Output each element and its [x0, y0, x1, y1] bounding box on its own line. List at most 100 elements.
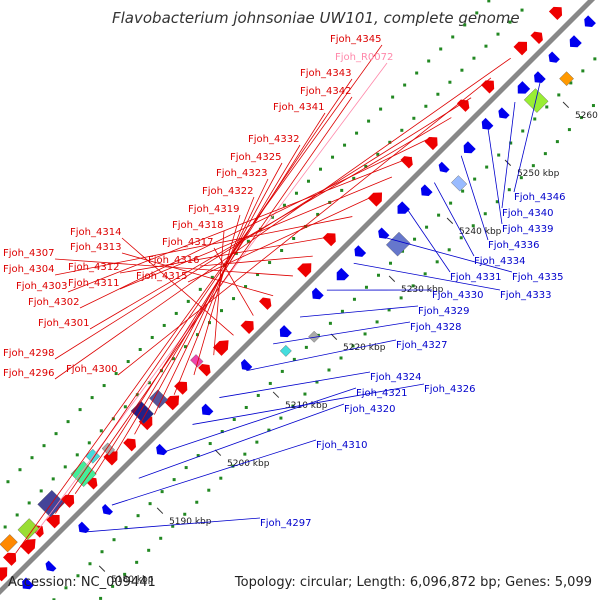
gene-arrow[interactable]: [354, 245, 367, 257]
gene-arrow[interactable]: [297, 263, 312, 278]
gene-block[interactable]: [0, 534, 18, 553]
gene-arrow[interactable]: [481, 80, 495, 94]
gene-arrow[interactable]: [463, 141, 476, 154]
gene-arrow[interactable]: [312, 287, 324, 300]
gene-block[interactable]: [451, 175, 468, 192]
right-gene-label[interactable]: Fjoh_4310: [316, 440, 367, 451]
gene-arrow[interactable]: [156, 443, 168, 456]
left-gene-label[interactable]: Fjoh_4311: [68, 278, 119, 289]
left-gene-label[interactable]: Fjoh_4325: [230, 152, 281, 163]
gene-arrow[interactable]: [240, 320, 254, 334]
gene-features[interactable]: [0, 6, 596, 590]
gene-arrow[interactable]: [584, 15, 596, 28]
gene-arrow[interactable]: [534, 71, 546, 83]
right-gene-label[interactable]: Fjoh_4321: [356, 388, 407, 399]
gene-arrow[interactable]: [213, 340, 229, 356]
right-gene-label[interactable]: Fjoh_4333: [500, 290, 551, 301]
gene-arrow[interactable]: [378, 227, 390, 239]
gene-block[interactable]: [279, 344, 292, 357]
gene-block[interactable]: [559, 71, 574, 87]
left-gene-label[interactable]: Fjoh_4341: [273, 102, 324, 113]
gene-block[interactable]: [149, 389, 169, 409]
gene-arrow[interactable]: [258, 297, 272, 310]
gene-arrow[interactable]: [498, 107, 510, 119]
gene-arrow[interactable]: [45, 560, 57, 572]
left-gene-label[interactable]: Fjoh_4302: [28, 297, 79, 308]
left-gene-label[interactable]: Fjoh_4307: [3, 248, 54, 259]
left-gene-label[interactable]: Fjoh_4342: [300, 86, 351, 97]
right-gene-label[interactable]: Fjoh_4326: [424, 384, 475, 395]
gene-arrow[interactable]: [336, 267, 350, 281]
gene-arrow[interactable]: [22, 577, 34, 590]
gene-arrow[interactable]: [240, 359, 253, 371]
right-gene-label[interactable]: Fjoh_4339: [502, 224, 553, 235]
left-gene-label[interactable]: Fjoh_4303: [16, 281, 67, 292]
gene-arrow[interactable]: [279, 325, 292, 338]
left-gene-label[interactable]: Fjoh_4304: [3, 264, 54, 275]
left-gene-label[interactable]: Fjoh_4345: [330, 34, 381, 45]
gene-arrow[interactable]: [61, 494, 75, 508]
right-gene-label[interactable]: Fjoh_4324: [370, 372, 421, 383]
right-gene-label[interactable]: Fjoh_4334: [474, 256, 525, 267]
gene-block[interactable]: [385, 231, 411, 257]
gene-arrow[interactable]: [517, 81, 531, 94]
gene-arrow[interactable]: [198, 363, 211, 377]
gene-block[interactable]: [190, 354, 204, 368]
gene-arrow[interactable]: [400, 156, 413, 169]
left-gene-label[interactable]: Fjoh_4316: [148, 255, 199, 266]
right-gene-label[interactable]: Fjoh_4340: [502, 208, 553, 219]
left-gene-label[interactable]: Fjoh_4312: [68, 262, 119, 273]
gene-arrow[interactable]: [201, 403, 214, 416]
left-gene-label[interactable]: Fjoh_4300: [66, 364, 117, 375]
left-gene-label[interactable]: Fjoh_4313: [70, 242, 121, 253]
gene-arrow[interactable]: [438, 161, 450, 173]
gene-arrow[interactable]: [123, 438, 136, 452]
right-gene-label[interactable]: Fjoh_4346: [514, 192, 565, 203]
gene-block[interactable]: [17, 518, 40, 540]
gene-arrow[interactable]: [367, 192, 383, 207]
right-gene-label[interactable]: Fjoh_4297: [260, 518, 311, 529]
left-gene-label[interactable]: Fjoh_4322: [202, 186, 253, 197]
gene-arrow[interactable]: [3, 552, 17, 566]
gene-arrow[interactable]: [78, 521, 90, 533]
gene-arrow[interactable]: [420, 184, 433, 197]
left-gene-label[interactable]: Fjoh_4323: [216, 168, 267, 179]
gene-arrow[interactable]: [322, 233, 336, 247]
gene-arrow[interactable]: [548, 6, 563, 20]
gene-arrow[interactable]: [424, 136, 438, 151]
gene-arrow[interactable]: [548, 51, 560, 63]
gene-arrow[interactable]: [569, 35, 582, 48]
left-gene-label[interactable]: Fjoh_4314: [70, 227, 121, 238]
right-gene-label[interactable]: Fjoh_4327: [396, 340, 447, 351]
gene-arrow[interactable]: [0, 567, 8, 582]
left-gene-label[interactable]: Fjoh_4296: [3, 368, 54, 379]
gene-arrow[interactable]: [481, 117, 494, 130]
right-gene-label[interactable]: Fjoh_4331: [450, 272, 501, 283]
gene-block[interactable]: [101, 442, 116, 456]
gene-arrow[interactable]: [530, 31, 543, 45]
gene-arrow[interactable]: [46, 514, 60, 529]
gene-arrow[interactable]: [397, 201, 410, 214]
left-gene-label[interactable]: Fjoh_4343: [300, 68, 351, 79]
gene-arrow[interactable]: [19, 538, 36, 555]
gene-arrow[interactable]: [174, 381, 188, 395]
right-gene-label[interactable]: Fjoh_4330: [432, 290, 483, 301]
right-gene-label[interactable]: Fjoh_4335: [512, 272, 563, 283]
left-gene-label[interactable]: Fjoh_R0072: [335, 52, 393, 63]
left-gene-label[interactable]: Fjoh_4317: [162, 237, 213, 248]
gene-labels[interactable]: Fjoh_4345 Fjoh_R0072 Fjoh_4343 Fjoh_4342 Fjo…: [3, 34, 565, 529]
left-gene-label[interactable]: Fjoh_4332: [248, 134, 299, 145]
left-gene-label[interactable]: Fjoh_4301: [38, 318, 89, 329]
gene-arrow[interactable]: [102, 503, 113, 515]
left-gene-label[interactable]: Fjoh_4298: [3, 348, 54, 359]
right-gene-label[interactable]: Fjoh_4320: [344, 404, 395, 415]
right-gene-label[interactable]: Fjoh_4329: [418, 306, 469, 317]
gene-arrow[interactable]: [513, 41, 528, 56]
gene-arrow[interactable]: [164, 395, 180, 411]
right-gene-label[interactable]: Fjoh_4336: [488, 240, 539, 251]
left-gene-label[interactable]: Fjoh_4315: [136, 271, 187, 282]
left-gene-label[interactable]: Fjoh_4319: [188, 204, 239, 215]
left-gene-label[interactable]: Fjoh_4318: [172, 220, 223, 231]
right-gene-label[interactable]: Fjoh_4328: [410, 322, 461, 333]
